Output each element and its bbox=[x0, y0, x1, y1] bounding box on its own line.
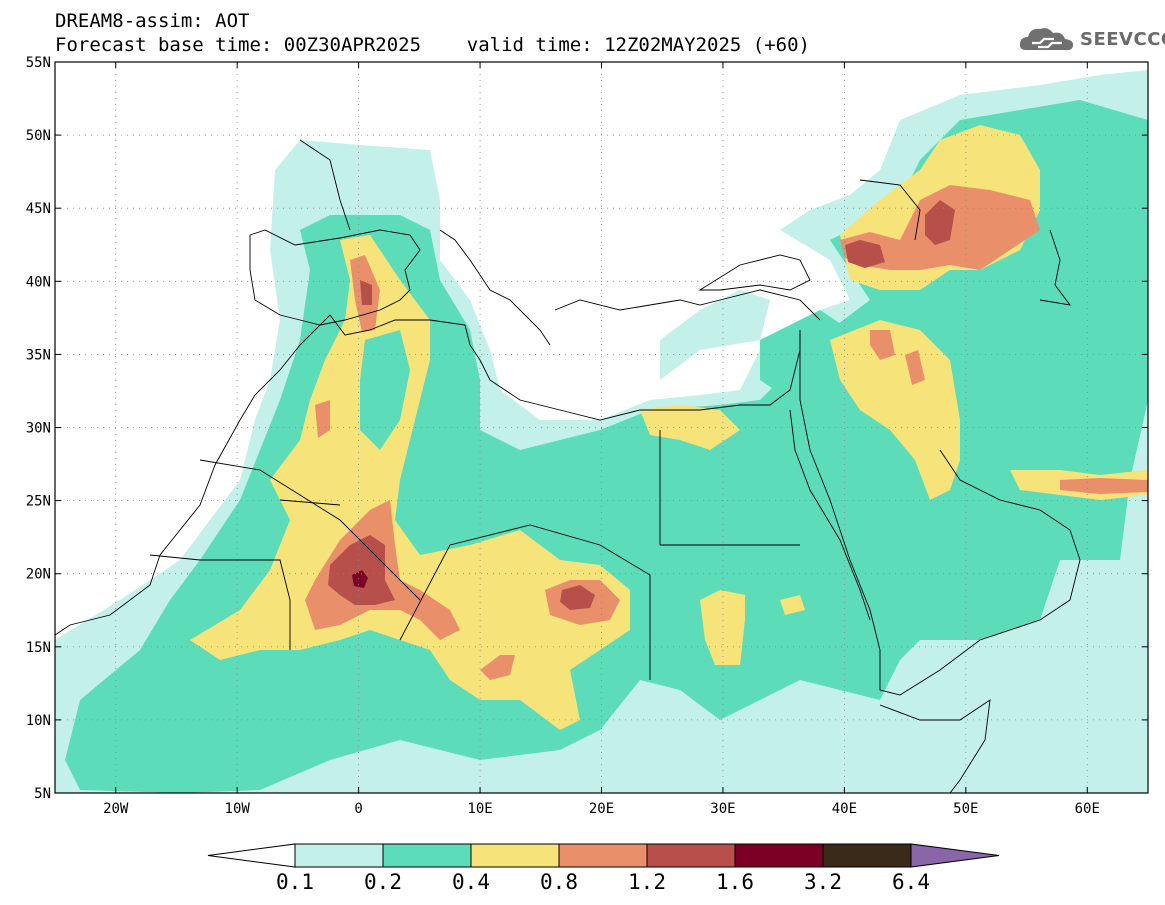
colorbar-level-label: 0.8 bbox=[540, 870, 578, 894]
colorbar-level-label: 0.1 bbox=[276, 870, 314, 894]
colorbar-swatch bbox=[558, 843, 648, 868]
lon-tick-label: 20W bbox=[103, 801, 129, 817]
lat-tick-label: 40N bbox=[26, 274, 51, 290]
colorbar-under-triangle bbox=[207, 843, 296, 868]
logo-text: SEEVCCC bbox=[1080, 28, 1165, 50]
latitude-axis: 55N 50N 45N 40N 35N 30N 25N 20N 15N 10N 5N bbox=[26, 55, 1148, 802]
longitude-axis: 20W 10W 0 10E 20E 30E 40E 50E 60E bbox=[103, 62, 1100, 817]
cloud-icon bbox=[1019, 28, 1074, 51]
colorbar: 0.1 0.2 0.4 0.8 1.2 1.6 3.2 6.4 bbox=[207, 843, 1000, 894]
colorbar-level-label: 3.2 bbox=[804, 870, 842, 894]
colorbar-swatch bbox=[646, 843, 736, 868]
colorbar-level-label: 0.2 bbox=[364, 870, 402, 894]
aot-field bbox=[55, 70, 1148, 793]
lon-tick-label: 50E bbox=[953, 801, 978, 817]
aot-contour-1.2 bbox=[328, 200, 955, 610]
colorbar-swatch bbox=[294, 843, 384, 868]
colorbar-swatch bbox=[822, 843, 912, 868]
lon-tick-label: 10E bbox=[467, 801, 492, 817]
colorbar-swatch bbox=[734, 843, 824, 868]
grid-lines bbox=[55, 62, 1148, 793]
seevccc-logo: SEEVCCC bbox=[1018, 22, 1165, 56]
lon-tick-label: 20E bbox=[589, 801, 614, 817]
colorbar-level-label: 0.4 bbox=[452, 870, 490, 894]
lat-tick-label: 55N bbox=[26, 55, 51, 71]
aot-contour-1.6 bbox=[352, 570, 368, 588]
coastlines bbox=[55, 139, 1081, 793]
colorbar-level-label: 6.4 bbox=[892, 870, 930, 894]
lon-tick-label: 40E bbox=[832, 801, 857, 817]
lon-tick-label: 30E bbox=[710, 801, 735, 817]
colorbar-swatch bbox=[382, 843, 472, 868]
lon-tick-label: 0 bbox=[354, 801, 362, 817]
lon-tick-label: 10W bbox=[225, 801, 251, 817]
lat-tick-label: 25N bbox=[26, 494, 51, 510]
lat-tick-label: 10N bbox=[26, 713, 51, 729]
colorbar-level-label: 1.2 bbox=[628, 870, 666, 894]
lat-tick-label: 5N bbox=[34, 786, 51, 802]
lat-tick-label: 50N bbox=[26, 128, 51, 144]
colorbar-over-triangle bbox=[910, 843, 1000, 868]
chart-title: DREAM8-assim: AOT bbox=[55, 10, 250, 32]
lat-tick-label: 35N bbox=[26, 347, 51, 363]
forecast-time-line: Forecast base time: 00Z30APR2025 valid t… bbox=[55, 34, 810, 56]
lat-tick-label: 45N bbox=[26, 201, 51, 217]
colorbar-level-label: 1.6 bbox=[716, 870, 754, 894]
lat-tick-label: 30N bbox=[26, 421, 51, 437]
lat-tick-label: 20N bbox=[26, 567, 51, 583]
lon-tick-label: 60E bbox=[1075, 801, 1100, 817]
lat-tick-label: 15N bbox=[26, 640, 51, 656]
colorbar-swatch bbox=[470, 843, 560, 868]
